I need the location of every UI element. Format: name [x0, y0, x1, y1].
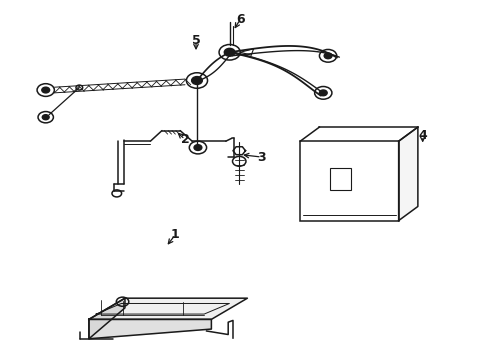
Circle shape — [324, 53, 332, 59]
Text: 1: 1 — [171, 228, 180, 241]
Text: 4: 4 — [418, 129, 427, 143]
Circle shape — [42, 115, 49, 120]
Polygon shape — [89, 298, 125, 339]
Circle shape — [319, 90, 327, 96]
Circle shape — [42, 87, 49, 93]
Circle shape — [224, 48, 235, 56]
Polygon shape — [89, 319, 211, 339]
Text: 3: 3 — [257, 150, 266, 163]
Polygon shape — [89, 298, 247, 319]
Text: 2: 2 — [181, 133, 189, 146]
Text: 5: 5 — [192, 34, 200, 47]
Text: 6: 6 — [236, 13, 245, 26]
Polygon shape — [399, 127, 418, 221]
Circle shape — [194, 145, 202, 150]
Circle shape — [192, 77, 202, 84]
